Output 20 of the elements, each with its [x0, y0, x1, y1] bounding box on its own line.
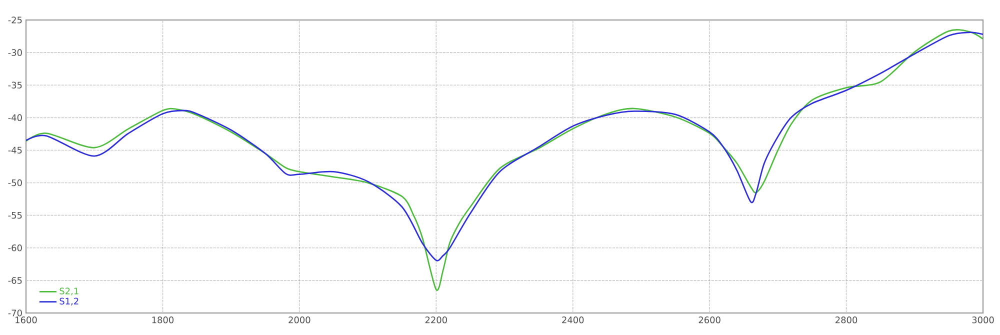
y-tick-label: -65 — [8, 277, 22, 284]
x-tick-label: 2000 — [288, 316, 310, 324]
x-tick-label: 2400 — [562, 316, 584, 324]
x-tick-label: 2200 — [425, 316, 447, 324]
y-tick-label: -55 — [8, 212, 22, 219]
x-tick-label: 2800 — [836, 316, 858, 324]
x-tick-label: 2600 — [698, 316, 720, 324]
y-tick-label: -60 — [8, 244, 22, 252]
legend-label: S2,1 — [60, 288, 78, 296]
x-tick-label: 3000 — [972, 316, 994, 324]
y-tick-label: -35 — [8, 82, 22, 88]
y-tick-label: -40 — [8, 114, 22, 122]
y-tick-label: -70 — [8, 310, 22, 316]
x-tick-label: 1800 — [152, 316, 174, 324]
y-tick-label: -30 — [8, 49, 22, 56]
y-tick-label: -45 — [8, 146, 22, 154]
legend-label: S1,2 — [60, 298, 78, 306]
y-tick-label: -25 — [8, 16, 22, 24]
y-tick-label: -50 — [8, 179, 22, 186]
x-tick-label: 1600 — [16, 316, 37, 324]
